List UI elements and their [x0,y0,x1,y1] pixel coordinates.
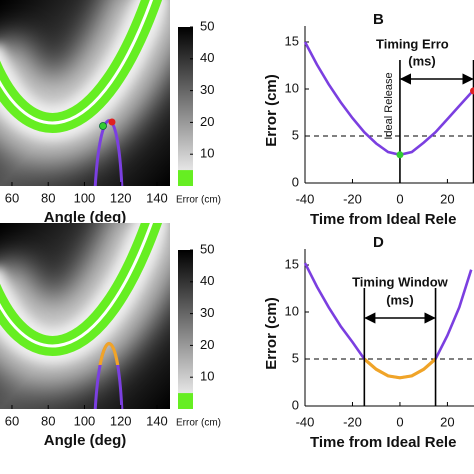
x-tick-label: 80 [41,413,55,428]
x-tick-label: -20 [343,414,362,429]
y-tick-label: 0 [292,174,299,189]
window-clip [98,342,120,365]
timing-window-segment [98,342,120,365]
colorbar-tick-label: 50 [200,18,214,33]
x-tick-label: 140 [146,413,168,428]
annotation: (ms) [386,292,413,307]
colorbar-tick-label: 40 [200,273,214,288]
x-tick-label: -40 [296,414,315,429]
heatmap: 60 80 100 120 140 Angle (deg) 10 20 30 40 50 Error … [0,223,221,449]
panel-label: B [373,11,384,28]
release-point [470,87,474,95]
x-tick-label: 80 [41,190,55,205]
y-tick-label: 10 [285,80,299,95]
error-curve [363,357,437,380]
colorbar-tick-label: 30 [200,82,214,97]
x-axis-label: Time from Ideal Rele [310,434,456,451]
y-tick-label: 5 [292,350,299,365]
x-tick-label: 20 [440,414,454,429]
colorbar-label: Error (cm) [176,195,221,206]
x-tick-label: 20 [440,191,454,206]
colorbar-tick-label: 10 [200,369,214,384]
panel-label: D [373,234,384,251]
y-tick-label: 5 [292,127,299,142]
y-axis-label: Error (cm) [263,297,280,370]
x-tick-label: 140 [146,190,168,205]
annotation: (ms) [408,53,435,68]
y-tick-label: 10 [285,303,299,318]
x-tick-label: 0 [396,414,403,429]
colorbar-tick-label: 20 [200,114,214,129]
release-dot [108,118,116,126]
colorbar-tick-label: 40 [200,50,214,65]
colorbar [178,250,193,409]
x-tick-label: 100 [74,413,96,428]
target-center [0,0,153,125]
colorbar-tick-label: 30 [200,305,214,320]
x-tick-label: 60 [5,190,19,205]
colorbar-highlight [178,393,193,409]
x-tick-label: -40 [296,191,315,206]
colorbar-label: Error (cm) [176,418,221,429]
x-tick-label: 120 [110,413,132,428]
y-tick-label: 0 [292,397,299,412]
colorbar-tick-label: 20 [200,337,214,352]
target-center [0,223,153,348]
heatmap: 60 80 100 120 140 Angle (deg) 10 20 30 40 50 Error … [0,0,221,226]
release-point [396,151,404,159]
heatmap-image [0,0,170,186]
y-tick-label: 15 [285,33,299,48]
annotation: Ideal Release [383,72,395,139]
heatmap-image [0,223,170,409]
colorbar-highlight [178,170,193,186]
error-curve [303,41,473,157]
y-axis-label: Error (cm) [263,74,280,147]
x-axis-label: Angle (deg) [44,432,127,449]
colorbar [178,27,193,186]
annotation: Timing Window [352,274,449,289]
x-tick-label: 100 [74,190,96,205]
x-tick-label: 120 [110,190,132,205]
release-dot [99,122,107,130]
x-tick-label: -20 [343,191,362,206]
x-axis-label: Angle (deg) [44,209,127,226]
x-tick-label: 60 [5,413,19,428]
x-axis-label: Time from Ideal Rele [310,211,456,228]
y-tick-label: 15 [285,256,299,271]
colorbar-tick-label: 50 [200,241,214,256]
annotation: Timing Erro [376,36,449,51]
x-tick-label: 0 [396,191,403,206]
colorbar-tick-label: 10 [200,146,214,161]
